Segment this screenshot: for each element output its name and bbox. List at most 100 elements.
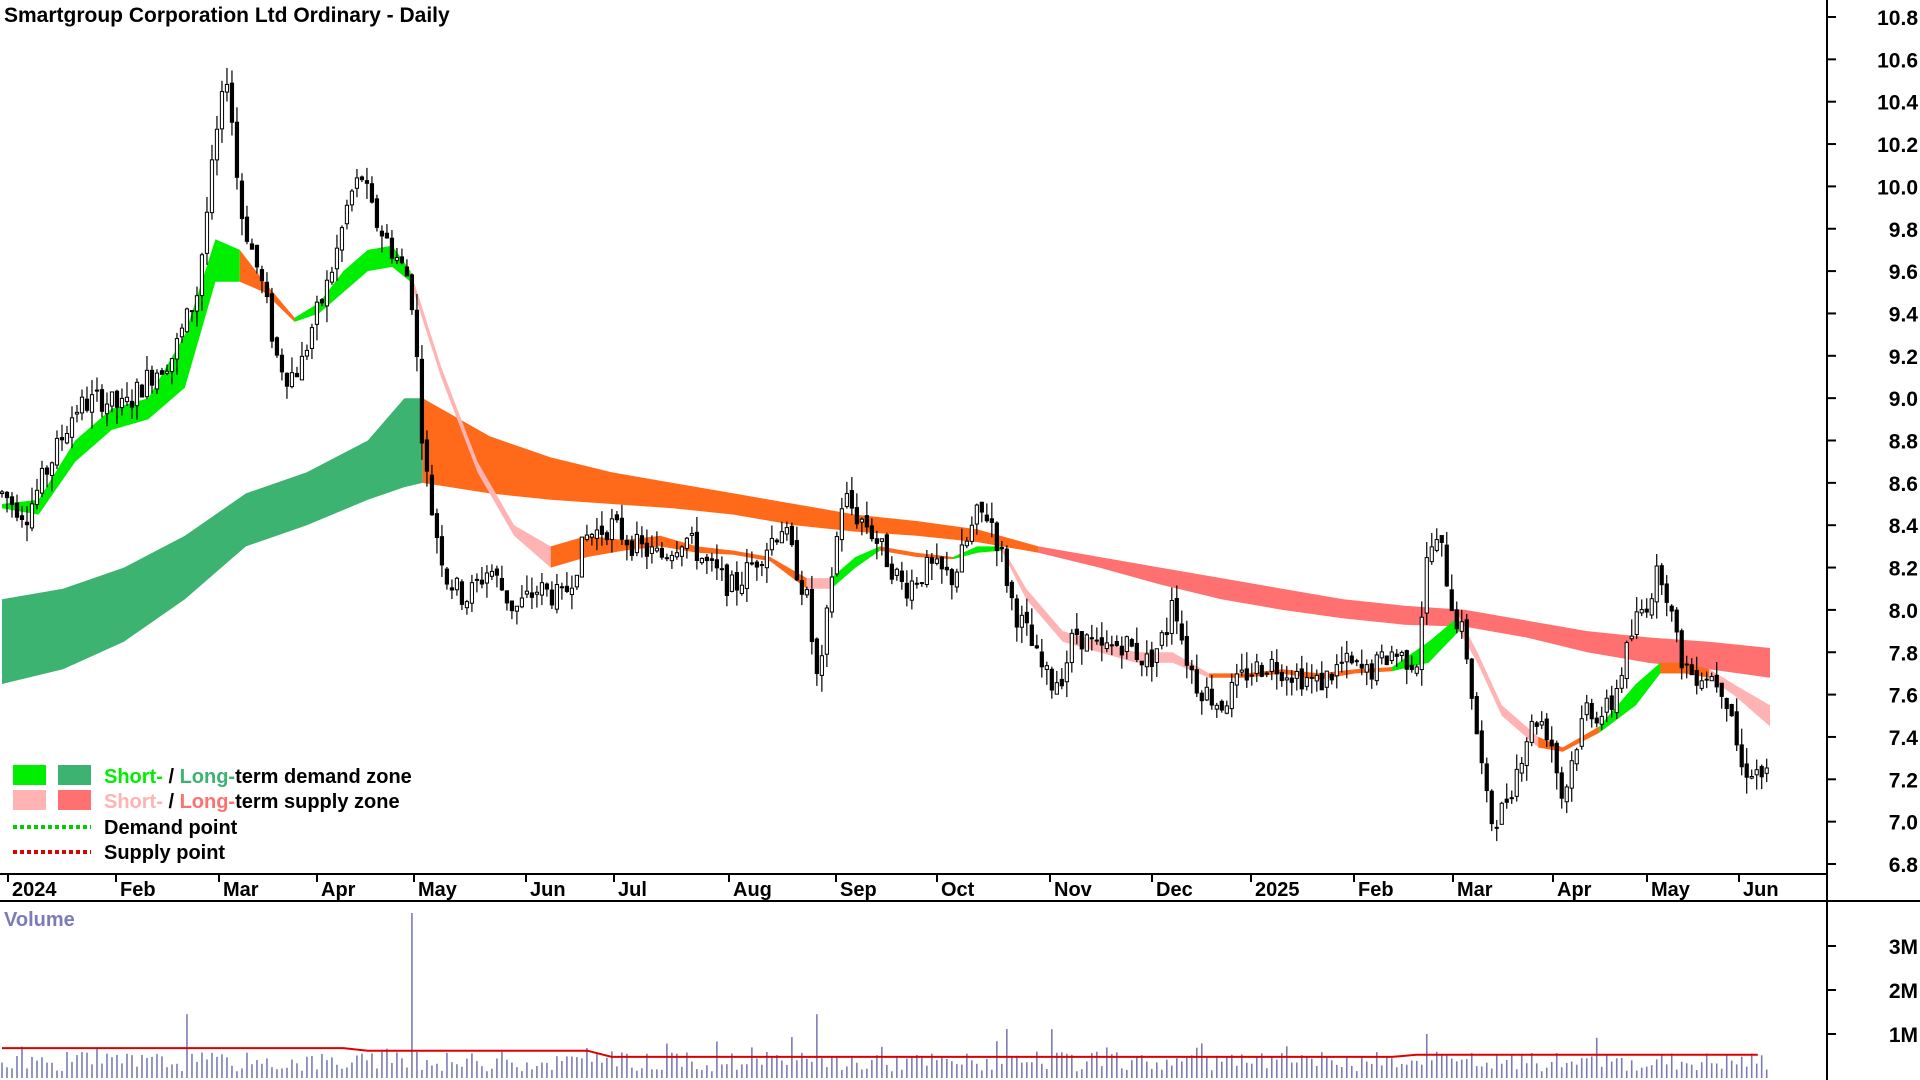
candle-body — [1059, 678, 1064, 687]
candle-body — [359, 176, 365, 181]
candle-body — [874, 538, 879, 544]
candle-body — [239, 180, 245, 220]
candle-body — [1309, 676, 1314, 679]
candle-body — [894, 568, 899, 576]
candle-body — [629, 540, 634, 556]
candle-body — [534, 591, 540, 595]
y-tick-label: 8.2 — [1889, 558, 1918, 581]
candle-body — [1609, 695, 1614, 710]
candle-body — [1724, 697, 1729, 709]
legend-swatch-long-demand — [58, 765, 91, 785]
short-term-supply-zone — [550, 535, 807, 589]
candle-body — [334, 247, 340, 270]
x-tick-label: 2024 — [12, 879, 57, 901]
candle-body — [1409, 664, 1414, 671]
candle-body — [1079, 631, 1084, 650]
candle-body — [1739, 744, 1744, 768]
candle-body — [1214, 704, 1219, 710]
candle-body — [169, 358, 175, 372]
y-tick-label: 8.6 — [1889, 473, 1918, 496]
candle-body — [579, 536, 585, 578]
candle-body — [94, 389, 100, 392]
candle-body — [164, 370, 170, 374]
candle-body — [864, 515, 869, 528]
x-tick-label: Apr — [321, 879, 356, 901]
candle-body — [354, 177, 360, 189]
candle-body — [1384, 655, 1389, 666]
candle-body — [124, 396, 130, 403]
candle-body — [384, 232, 390, 239]
candle-body — [1314, 674, 1319, 682]
candle-body — [1629, 635, 1634, 640]
candle-body — [289, 372, 295, 388]
candle-body — [1339, 661, 1344, 664]
candle-body — [269, 293, 275, 342]
candle-body — [679, 546, 684, 557]
x-tick-label: 2025 — [1255, 879, 1300, 901]
x-tick-label: Aug — [733, 879, 772, 901]
y-tick-label: 10.4 — [1877, 92, 1918, 115]
candle-body — [949, 569, 954, 586]
candle-body — [1284, 677, 1289, 681]
candle-body — [1564, 786, 1569, 803]
x-tick-label: May — [418, 879, 458, 901]
candle-body — [1254, 661, 1259, 674]
candle-body — [1099, 637, 1104, 646]
candle-body — [19, 515, 25, 520]
candle-body — [314, 301, 320, 325]
volume-tick-label: 3M — [1889, 936, 1918, 959]
x-tick-label: Nov — [1054, 879, 1093, 901]
candle-body — [1034, 645, 1039, 649]
candle-body — [699, 557, 704, 564]
legend-swatch-short-demand — [13, 765, 46, 785]
candle-body — [194, 295, 200, 312]
candle-body — [914, 582, 919, 585]
candle-body — [1144, 653, 1149, 668]
candle-body — [1029, 624, 1034, 646]
candle-body — [1444, 544, 1449, 587]
volume-tick-label: 2M — [1889, 980, 1918, 1003]
candle-body — [709, 558, 714, 561]
candle-body — [1304, 677, 1309, 687]
candle-body — [1599, 715, 1604, 725]
candle-body — [1529, 720, 1534, 743]
candle-body — [1229, 681, 1234, 710]
candle-body — [79, 396, 85, 414]
candle-body — [764, 549, 769, 569]
candle-body — [599, 525, 605, 535]
candle-body — [789, 525, 794, 546]
candle-body — [1649, 598, 1654, 616]
candle-body — [154, 372, 160, 390]
candle-body — [1514, 768, 1519, 797]
candle-body — [1009, 581, 1014, 599]
candle-body — [44, 467, 50, 475]
candle-body — [1449, 589, 1454, 612]
legend-supply-point-label: Supply point — [104, 842, 225, 864]
candle-body — [69, 417, 75, 438]
candle-body — [1089, 637, 1094, 640]
y-tick-label: 9.2 — [1889, 346, 1918, 369]
candle-body — [1294, 670, 1299, 679]
candle-body — [774, 539, 779, 543]
candle-body — [309, 327, 315, 349]
candle-body — [1179, 623, 1184, 641]
candle-body — [364, 180, 370, 184]
candle-body — [1719, 682, 1724, 697]
candle-body — [454, 577, 460, 591]
candle-body — [1379, 651, 1384, 659]
candle-body — [734, 572, 739, 591]
candle-body — [649, 546, 654, 554]
candle-body — [729, 574, 734, 592]
candle-body — [1689, 664, 1694, 676]
candle-body — [639, 535, 644, 545]
legend-demand-zone-label: Short- / Long-term demand zone — [104, 766, 412, 788]
candle-body — [1549, 739, 1554, 747]
candle-body — [854, 507, 859, 525]
candle-body — [1554, 742, 1559, 774]
candle-body — [1264, 672, 1269, 675]
candle-body — [884, 534, 889, 568]
candle-body — [1669, 605, 1674, 612]
candle-body — [179, 327, 185, 338]
candle-body — [614, 514, 619, 521]
candle-body — [1399, 651, 1404, 656]
